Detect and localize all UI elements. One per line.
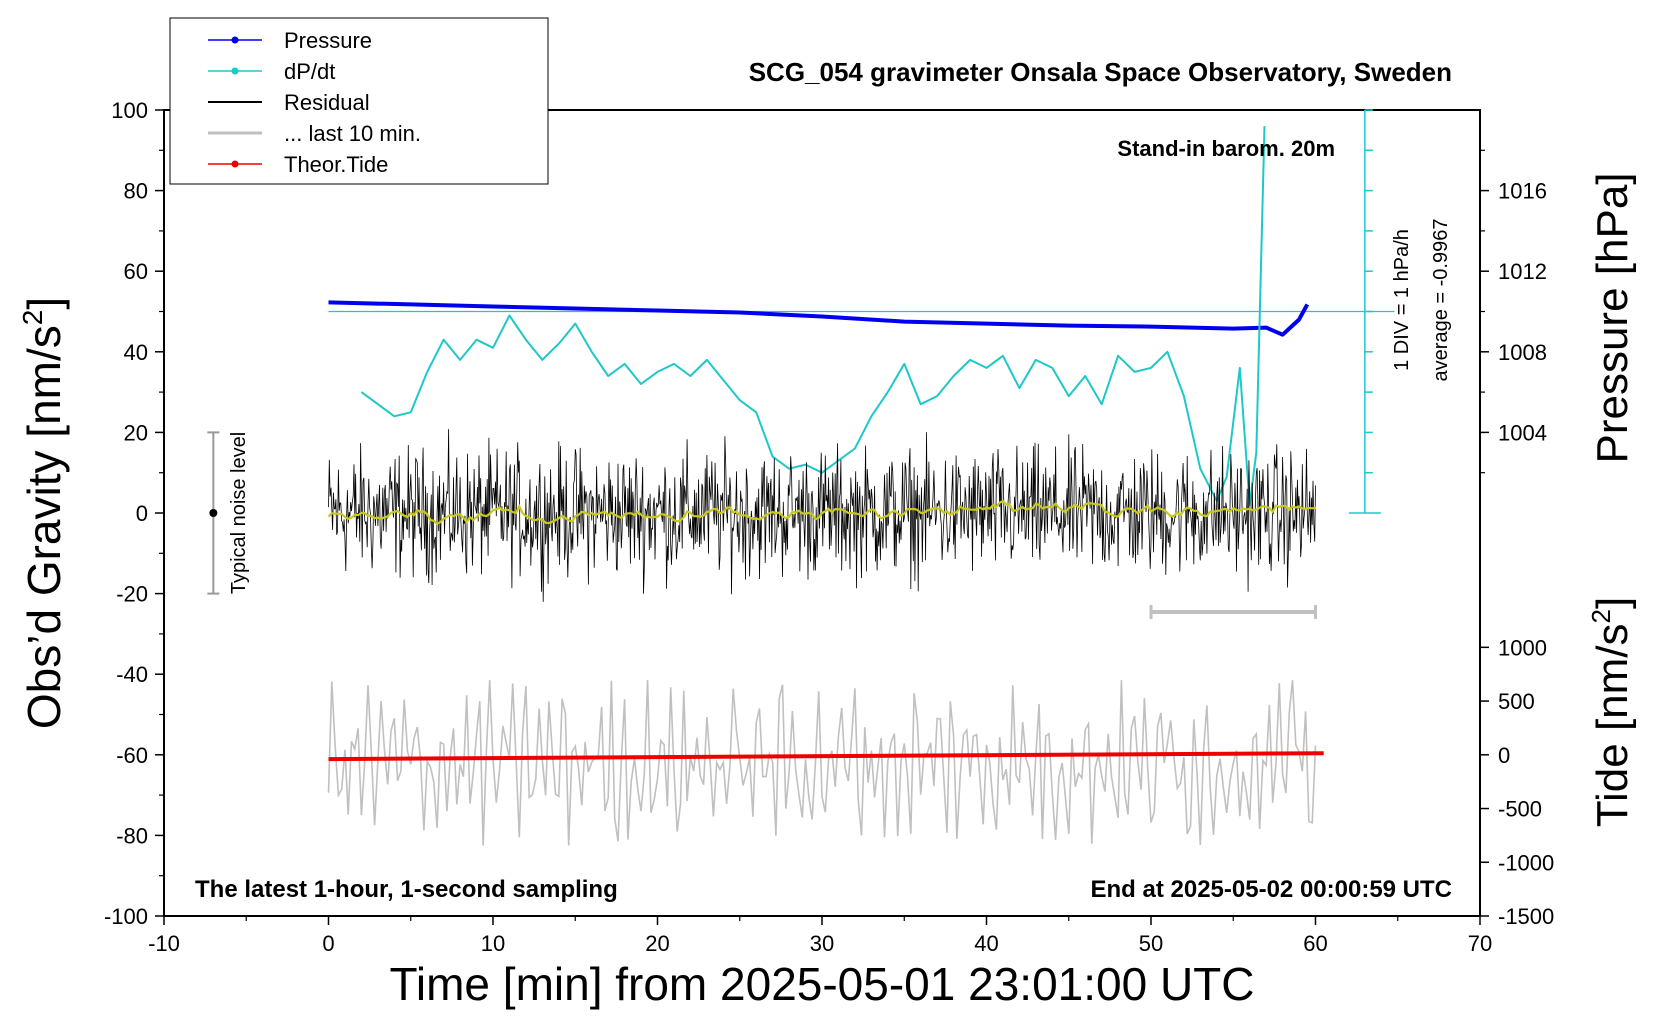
pressure-tick-label: 1008: [1498, 340, 1547, 365]
legend-dpdt-marker: [231, 67, 239, 75]
pressure-tick-label: 1016: [1498, 179, 1547, 204]
x-tick-label: 20: [645, 931, 669, 956]
barometer-note: Stand-in barom. 20m: [1117, 136, 1335, 161]
pressure-line: [328, 300, 1310, 337]
legend-dpdt-label: dP/dt: [284, 59, 335, 84]
y-tick-label: 0: [136, 501, 148, 526]
legend-tide-marker: [231, 160, 239, 168]
x-tick-label: 70: [1468, 931, 1492, 956]
residual-line: [328, 429, 1316, 602]
x-axis-label: Time [min] from 2025-05-01 23:01:00 UTC: [390, 958, 1255, 1010]
legend-residual-label: Residual: [284, 90, 370, 115]
tide-tick-label: -1500: [1498, 904, 1554, 929]
x-tick-label: 60: [1303, 931, 1327, 956]
y-tick-label: 60: [124, 259, 148, 284]
tide-tick-label: -500: [1498, 797, 1542, 822]
y-tick-label: -40: [116, 662, 148, 687]
tide-tick-label: 500: [1498, 689, 1535, 714]
y-axis-label-pressure: Pressure [hPa]: [1588, 172, 1637, 463]
series-layer: [207, 109, 1395, 846]
x-tick-label: 10: [481, 931, 505, 956]
legend-pressure-marker: [231, 36, 239, 44]
y-tick-label: -80: [116, 823, 148, 848]
y-tick-label: 100: [111, 98, 148, 123]
axis-ticks: -10 0 10 20 30 40 50 60 70100806040200-20-40-60-…: [104, 98, 1554, 956]
dpdt-line: [360, 126, 1266, 506]
noise-level-point: [209, 509, 218, 517]
noise-level-label: Typical noise level: [228, 432, 250, 594]
y-axis-label-tide: Tide [nm/s2]: [1586, 597, 1637, 827]
residual-smoothed-line: [327, 499, 1316, 526]
legend-pressure-label: Pressure: [284, 28, 372, 53]
x-tick-label: 30: [810, 931, 834, 956]
latest-note: The latest 1-hour, 1-second sampling: [195, 876, 618, 903]
legend: Pressure dP/dt Residual ... last 10 min.…: [169, 17, 549, 185]
pressure-tick-label: 1012: [1498, 259, 1547, 284]
x-tick-label: 0: [322, 931, 334, 956]
average-note: average = -0.9967: [1430, 219, 1452, 382]
x-tick-label: 40: [974, 931, 998, 956]
chart-title: SCG_054 gravimeter Onsala Space Observat…: [749, 57, 1452, 87]
x-tick-label: -10: [148, 931, 180, 956]
legend-last10-label: ... last 10 min.: [284, 121, 421, 146]
tide-line: [328, 751, 1324, 762]
y-tick-label: -100: [104, 904, 148, 929]
tide-tick-label: 0: [1498, 743, 1510, 768]
div-note: 1 DIV = 1 hPa/h: [1391, 229, 1413, 371]
pressure-tick-label: 1004: [1498, 420, 1547, 445]
y-tick-label: 80: [124, 179, 148, 204]
end-note: End at 2025-05-02 00:00:59 UTC: [1091, 876, 1453, 903]
x-tick-label: 50: [1139, 931, 1163, 956]
y-axis-label-left: Obs’d Gravity [nm/s2]: [17, 297, 70, 729]
tide-tick-label: 1000: [1498, 635, 1547, 660]
y-tick-label: 20: [124, 420, 148, 445]
tide-tick-label: -1000: [1498, 850, 1554, 875]
y-tick-label: 40: [124, 340, 148, 365]
y-tick-label: -60: [116, 743, 148, 768]
legend-tide-label: Theor.Tide: [284, 152, 388, 177]
noise-overlay-line: [327, 680, 1317, 846]
y-tick-label: -20: [116, 582, 148, 607]
